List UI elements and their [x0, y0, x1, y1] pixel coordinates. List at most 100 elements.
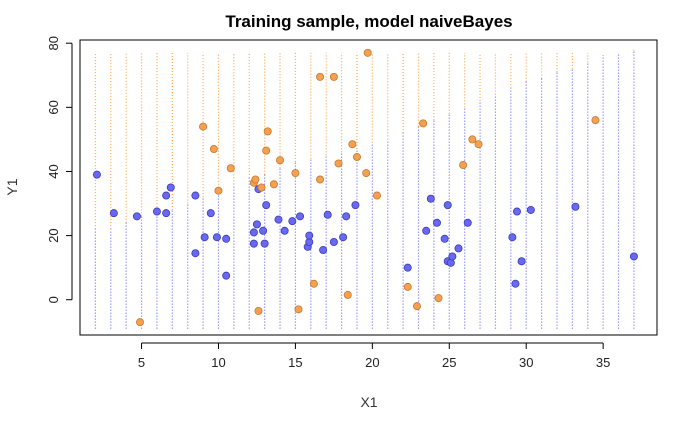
data-point-orange [474, 140, 483, 149]
data-point-blue [152, 207, 161, 216]
data-point-blue [463, 218, 472, 227]
x-tick-label: 35 [596, 355, 610, 370]
data-point-blue [288, 217, 297, 226]
x-tick-label: 5 [138, 355, 145, 370]
data-point-blue [448, 252, 457, 261]
x-tick-label: 20 [365, 355, 379, 370]
y-tick-label: 0 [46, 296, 61, 303]
data-point-blue [274, 215, 283, 224]
data-point-blue [426, 194, 435, 203]
y-axis-label: Y1 [4, 178, 20, 195]
y-axis: 0 20 40 60 80 [46, 36, 73, 303]
data-point-orange [468, 135, 477, 144]
data-point-blue [305, 231, 314, 240]
data-point-orange [309, 279, 318, 288]
data-point-orange [316, 72, 325, 81]
data-point-blue [191, 191, 200, 200]
data-points [92, 48, 638, 327]
data-point-orange [434, 294, 443, 303]
data-point-orange [316, 175, 325, 184]
data-point-blue [319, 246, 328, 255]
data-point-orange [348, 140, 357, 149]
data-point-blue [252, 220, 261, 229]
data-point-blue [212, 233, 221, 242]
data-point-blue [259, 226, 268, 235]
data-point-orange [226, 164, 235, 173]
data-point-blue [351, 201, 360, 210]
data-point-orange [257, 183, 266, 192]
data-point-orange [136, 318, 145, 327]
data-point-blue [249, 228, 258, 237]
x-tick-label: 10 [211, 355, 225, 370]
chart-title: Training sample, model naiveBayes [225, 12, 512, 31]
data-point-orange [214, 186, 223, 195]
data-point-blue [92, 170, 101, 179]
data-point-blue [249, 239, 258, 248]
data-point-blue [403, 263, 412, 272]
data-point-blue [422, 226, 431, 235]
data-point-blue [222, 234, 231, 243]
decision-region [94, 49, 635, 329]
x-axis-label: X1 [360, 394, 377, 410]
data-point-blue [162, 191, 171, 200]
data-point-blue [512, 207, 521, 216]
data-point-orange [419, 119, 428, 128]
data-point-orange [363, 48, 372, 57]
data-point-orange [254, 306, 263, 315]
data-point-orange [291, 169, 300, 178]
data-point-orange [209, 145, 218, 154]
data-point-orange [262, 146, 271, 155]
data-point-blue [323, 210, 332, 219]
data-point-orange [199, 122, 208, 131]
x-tick-label: 25 [442, 355, 456, 370]
data-point-orange [329, 72, 338, 81]
y-tick-label: 60 [46, 100, 61, 114]
data-point-orange [334, 159, 343, 168]
data-point-blue [132, 212, 141, 221]
data-point-blue [200, 233, 209, 242]
data-point-blue [342, 212, 351, 221]
data-point-blue [260, 239, 269, 248]
x-tick-label: 15 [288, 355, 302, 370]
data-point-blue [454, 244, 463, 253]
plot-frame [79, 39, 658, 336]
data-point-blue [508, 233, 517, 242]
data-point-blue [629, 252, 638, 261]
data-point-blue [446, 258, 455, 267]
y-tick-label: 40 [46, 164, 61, 178]
data-point-orange [263, 127, 272, 136]
data-point-orange [372, 191, 381, 200]
data-point-blue [571, 202, 580, 211]
data-point-orange [294, 305, 303, 314]
y-tick-label: 80 [46, 36, 61, 50]
data-point-blue [162, 209, 171, 218]
data-point-orange [403, 282, 412, 291]
data-point-blue [443, 201, 452, 210]
y-tick-label: 20 [46, 228, 61, 242]
x-tick-label: 30 [519, 355, 533, 370]
data-point-blue [339, 233, 348, 242]
data-point-orange [591, 116, 600, 125]
data-point-blue [222, 271, 231, 280]
data-point-blue [109, 209, 118, 218]
data-point-blue [511, 279, 520, 288]
data-point-blue [191, 249, 200, 258]
data-point-blue [526, 205, 535, 214]
data-point-blue [166, 183, 175, 192]
data-point-orange [362, 169, 371, 178]
data-point-orange [276, 156, 285, 165]
data-point-blue [432, 218, 441, 227]
data-point-orange [269, 180, 278, 189]
data-point-orange [459, 161, 468, 170]
data-point-blue [262, 201, 271, 210]
data-point-blue [329, 238, 338, 247]
data-point-blue [440, 234, 449, 243]
data-point-orange [352, 153, 361, 162]
data-point-blue [517, 257, 526, 266]
x-axis: 5 10 15 20 25 30 35 [138, 342, 610, 370]
data-point-blue [206, 209, 215, 218]
data-point-blue [280, 226, 289, 235]
data-point-blue [296, 212, 305, 221]
